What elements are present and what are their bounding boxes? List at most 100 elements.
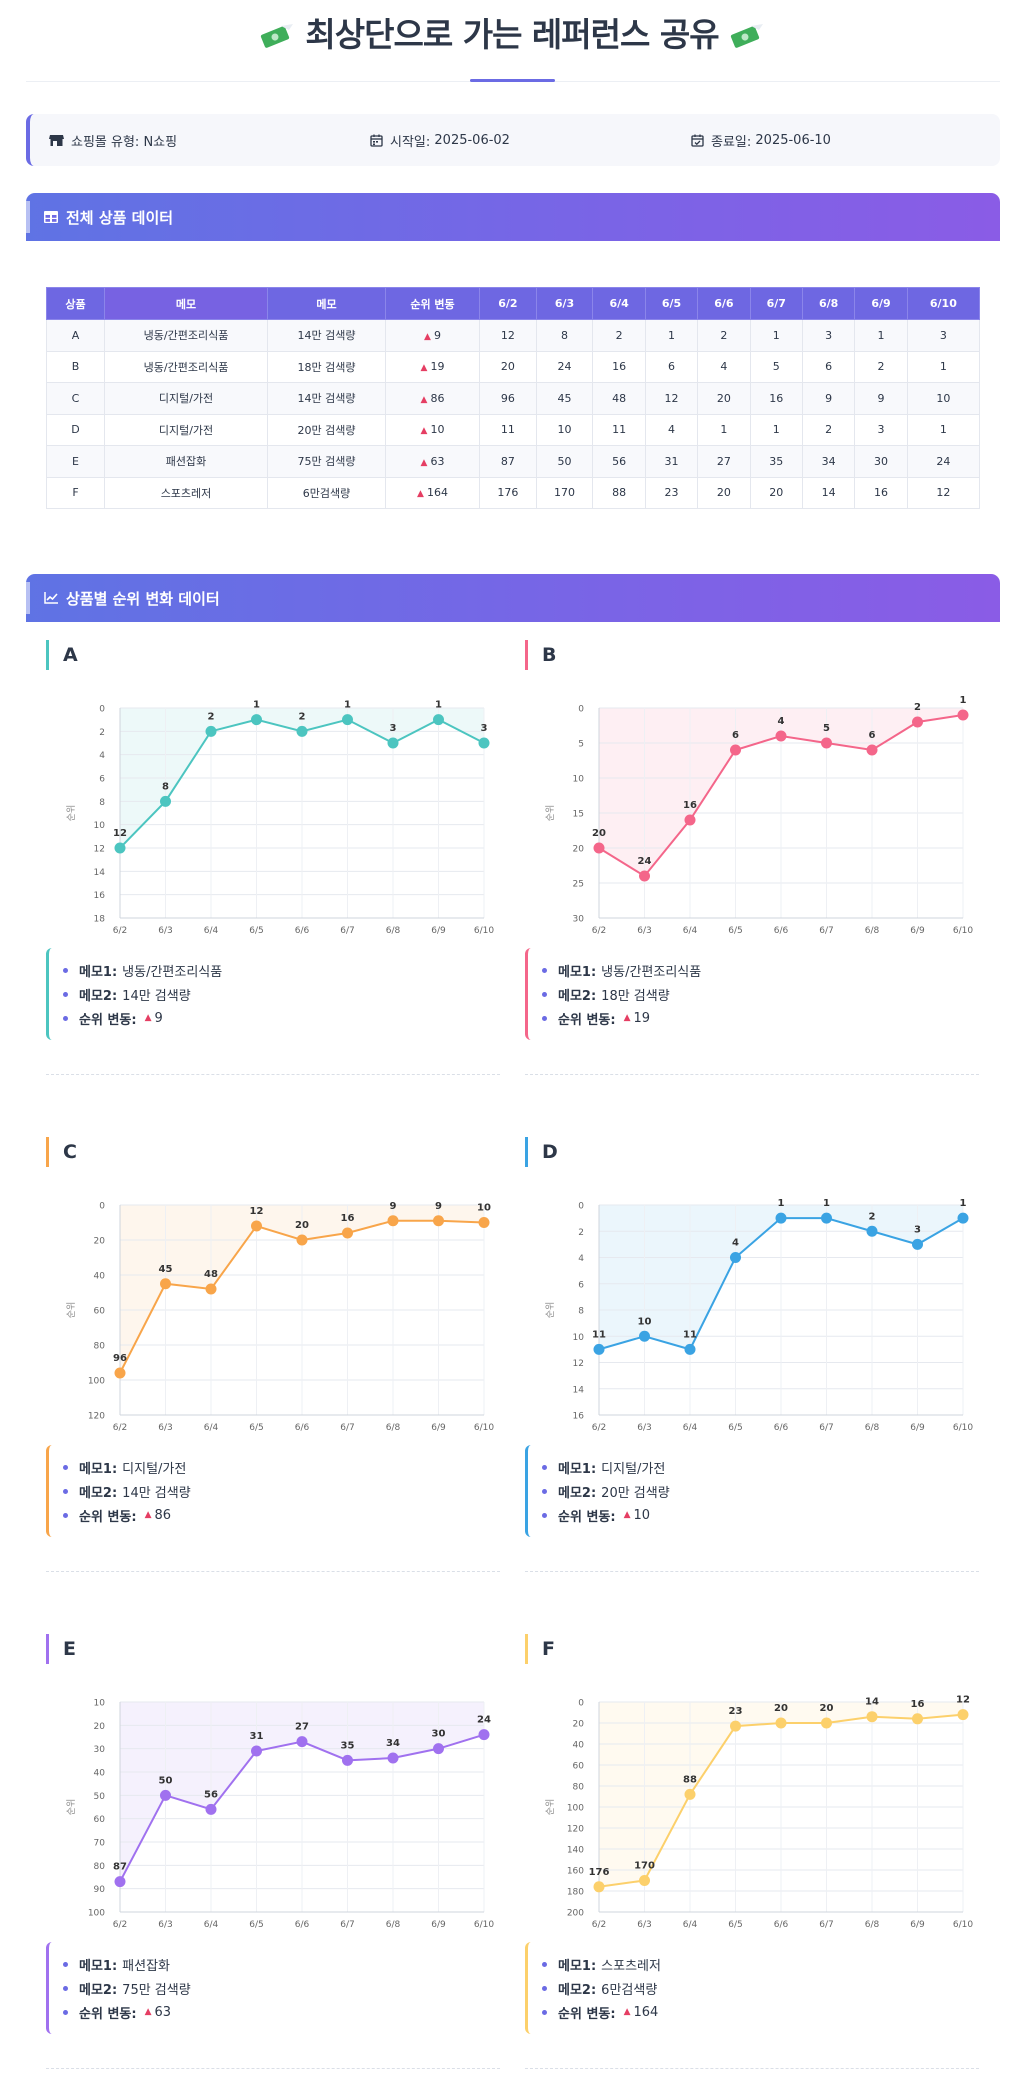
cell-memo2: 6만검색량 bbox=[267, 476, 386, 509]
x-tick-label: 6/6 bbox=[774, 1423, 789, 1433]
x-tick-label: 6/7 bbox=[819, 1423, 833, 1433]
up-arrow-icon: ▲ bbox=[144, 1510, 152, 1520]
cell-rank: 4 bbox=[644, 413, 699, 446]
change-line-label: 순위 변동: bbox=[558, 1012, 616, 1028]
start-date-info: 시작일: 2025-06-02 bbox=[370, 114, 510, 166]
cell-rank: 176 bbox=[479, 476, 537, 509]
data-point bbox=[684, 814, 696, 826]
table-header-row: 상품 메모 메모 순위 변동 6/2 6/3 6/4 6/5 6/6 6/7 6… bbox=[46, 287, 981, 320]
change-line-value: 63 bbox=[154, 2004, 172, 2020]
data-label: 31 bbox=[250, 1731, 264, 1742]
change-line-value: 19 bbox=[633, 1010, 651, 1026]
bullet-icon bbox=[63, 1512, 68, 1518]
y-tick-label: 2 bbox=[578, 1228, 584, 1238]
cell-memo1: 냉동/간편조리식품 bbox=[104, 319, 268, 352]
y-tick-label: 10 bbox=[573, 775, 585, 785]
data-label: 20 bbox=[774, 1703, 788, 1714]
change-line-label: 순위 변동: bbox=[79, 2006, 137, 2022]
data-label: 16 bbox=[683, 800, 697, 811]
memo2-line-value: 20만 검색량 bbox=[601, 1485, 670, 1501]
data-label: 12 bbox=[250, 1206, 264, 1217]
cell-rank: 1 bbox=[906, 413, 981, 446]
cell-rank: 1 bbox=[854, 319, 908, 352]
up-arrow-icon: ▲ bbox=[417, 489, 424, 500]
data-label: 4 bbox=[778, 716, 785, 727]
data-label: 3 bbox=[390, 723, 397, 734]
change-value: 86 bbox=[430, 391, 445, 405]
data-label: 1 bbox=[823, 1198, 830, 1209]
memo1-line-label: 메모1: bbox=[79, 1958, 118, 1974]
data-label: 3 bbox=[914, 1224, 921, 1235]
cell-rank: 10 bbox=[906, 382, 981, 415]
cell-memo2: 14만 검색량 bbox=[267, 382, 386, 415]
data-label: 10 bbox=[477, 1203, 491, 1214]
x-tick-label: 6/5 bbox=[728, 926, 742, 936]
x-tick-label: 6/4 bbox=[683, 1920, 698, 1930]
cell-rank: 3 bbox=[854, 413, 908, 446]
y-tick-label: 80 bbox=[94, 1862, 106, 1872]
data-point bbox=[433, 714, 444, 726]
data-point bbox=[251, 714, 262, 726]
chart-separator bbox=[525, 2068, 979, 2069]
rank-line-chart: 0 20 40 60 80 100 120 6/2 6/3 6/4 6/5 6/6 6/7 6/8 6/9 6… bbox=[66, 1201, 494, 1433]
data-label: 2 bbox=[299, 711, 306, 722]
start-date-label: 시작일: bbox=[390, 134, 431, 150]
x-tick-label: 6/8 bbox=[386, 1920, 401, 1930]
data-label: 1 bbox=[960, 1198, 967, 1209]
up-arrow-icon: ▲ bbox=[424, 331, 431, 342]
x-tick-label: 6/8 bbox=[386, 926, 401, 936]
y-tick-label: 80 bbox=[573, 1783, 585, 1793]
cell-rank: 170 bbox=[535, 476, 594, 509]
memo1-line-label: 메모1: bbox=[79, 964, 118, 980]
cell-memo1: 디지털/가전 bbox=[104, 413, 268, 446]
y-tick-label: 12 bbox=[573, 1359, 584, 1369]
cell-rank: 30 bbox=[854, 445, 908, 478]
data-point bbox=[296, 1234, 308, 1246]
y-tick-label: 0 bbox=[99, 1202, 105, 1212]
y-tick-label: 16 bbox=[94, 891, 106, 901]
cell-rank: 88 bbox=[592, 476, 646, 509]
bullet-icon bbox=[542, 2009, 547, 2015]
data-label: 14 bbox=[865, 1697, 879, 1708]
data-point bbox=[821, 737, 832, 749]
memo1-line: 메모1: 냉동/간편조리식품 bbox=[542, 958, 979, 982]
col-date: 6/6 bbox=[697, 287, 751, 320]
cell-memo2: 20만 검색량 bbox=[267, 413, 386, 446]
bullet-icon bbox=[63, 991, 68, 997]
x-tick-label: 6/6 bbox=[774, 1920, 789, 1930]
cell-rank: 14 bbox=[801, 476, 856, 509]
mall-type-value: N쇼핑 bbox=[143, 134, 178, 150]
bullet-icon bbox=[63, 1464, 68, 1470]
data-point bbox=[433, 1215, 444, 1227]
cell-rank: 20 bbox=[697, 476, 751, 509]
data-label: 4 bbox=[732, 1238, 739, 1249]
y-tick-label: 2 bbox=[99, 728, 105, 738]
cell-rank: 56 bbox=[592, 445, 646, 478]
x-tick-label: 6/8 bbox=[865, 1920, 880, 1930]
chart-title: A bbox=[46, 640, 78, 670]
y-tick-label: 4 bbox=[578, 1254, 584, 1264]
change-line-label: 순위 변동: bbox=[558, 1509, 616, 1525]
x-tick-label: 6/8 bbox=[865, 1423, 880, 1433]
cell-rank: 4 bbox=[697, 350, 751, 383]
change-line-label: 순위 변동: bbox=[79, 1012, 137, 1028]
y-tick-label: 60 bbox=[573, 1762, 585, 1772]
change-line-label: 순위 변동: bbox=[79, 1509, 137, 1525]
data-label: 170 bbox=[634, 1861, 655, 1872]
memo2-line-label: 메모2: bbox=[79, 1982, 118, 1998]
data-point bbox=[912, 1713, 923, 1725]
y-tick-label: 70 bbox=[94, 1839, 106, 1849]
table-row: A 냉동/간편조리식품 14만 검색량 ▲ 9 12 8 2 1 2 1 3 1 3 bbox=[46, 319, 981, 352]
x-tick-label: 6/10 bbox=[953, 1920, 973, 1930]
memo2-line: 메모2: 6만검색량 bbox=[542, 1976, 979, 2000]
bullet-icon bbox=[63, 967, 68, 973]
chart-separator bbox=[46, 1571, 500, 1572]
memo2-line-value: 14만 검색량 bbox=[122, 988, 191, 1004]
data-label: 2 bbox=[914, 702, 921, 713]
memo-box: 메모1: 디지털/가전 메모2: 20만 검색량 순위 변동: ▲ 10 bbox=[525, 1445, 979, 1537]
bullet-icon bbox=[542, 1512, 547, 1518]
y-tick-label: 6 bbox=[99, 775, 105, 785]
data-label: 87 bbox=[113, 1862, 127, 1873]
x-tick-label: 6/6 bbox=[295, 926, 310, 936]
data-point bbox=[205, 1283, 217, 1295]
